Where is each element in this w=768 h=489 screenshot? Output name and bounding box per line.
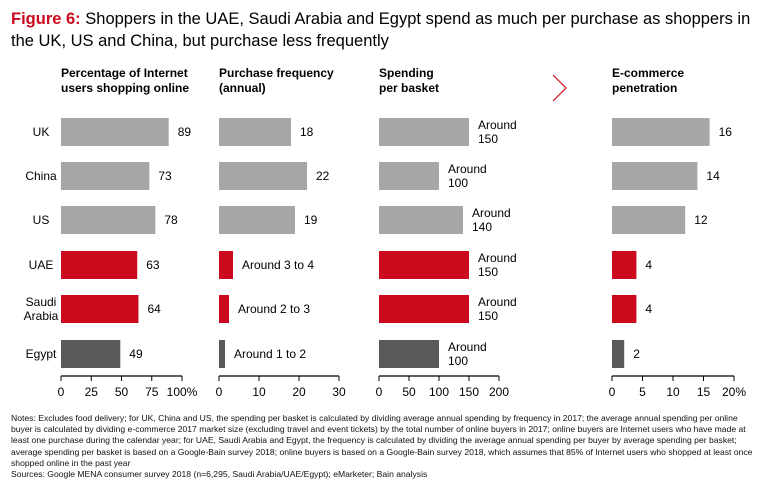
x-tick-label: 20	[292, 385, 306, 399]
bar	[219, 162, 307, 190]
bar	[379, 295, 469, 323]
category-label: UAE	[29, 258, 54, 272]
data-label: 100	[448, 176, 468, 190]
bar	[612, 295, 637, 323]
data-label: 64	[147, 302, 161, 316]
data-label: 4	[645, 258, 652, 272]
bar	[219, 295, 229, 323]
bar	[219, 118, 291, 146]
bar	[379, 162, 439, 190]
data-label: Around 3 to 4	[242, 258, 314, 272]
bar	[612, 118, 710, 146]
x-tick-label: 75	[145, 385, 159, 399]
panel-title: (annual)	[219, 81, 266, 95]
bar	[61, 251, 138, 279]
data-label: 22	[316, 169, 330, 183]
data-label: 73	[158, 169, 172, 183]
data-label: Around 1 to 2	[234, 347, 306, 361]
bar	[61, 118, 169, 146]
sources: Sources: Google MENA consumer survey 201…	[11, 469, 428, 479]
data-label: 140	[472, 220, 492, 234]
data-label: 150	[478, 132, 498, 146]
figure-title-text: Shoppers in the UAE, Saudi Arabia and Eg…	[11, 10, 751, 50]
figure-title: Figure 6: Shoppers in the UAE, Saudi Ara…	[11, 8, 761, 52]
bar	[219, 340, 225, 368]
data-label: 19	[304, 213, 318, 227]
data-label: Around	[448, 162, 487, 176]
x-tick-label: 10	[252, 385, 266, 399]
chevron-right-icon	[552, 74, 567, 102]
data-label: 14	[706, 169, 720, 183]
bar	[612, 251, 637, 279]
data-label: 100	[448, 354, 468, 368]
data-label: 63	[146, 258, 160, 272]
data-label: 78	[164, 213, 178, 227]
x-tick-label: 100	[429, 385, 449, 399]
x-tick-label: 10	[666, 385, 680, 399]
bar	[61, 162, 150, 190]
data-label: 89	[178, 125, 192, 139]
bar	[379, 340, 439, 368]
panel-title: per basket	[379, 81, 439, 95]
category-label: Egypt	[26, 347, 57, 361]
x-tick-label: 0	[609, 385, 616, 399]
bar	[612, 206, 686, 234]
data-label: Around	[448, 340, 487, 354]
bar	[219, 206, 295, 234]
x-tick-label: 15	[697, 385, 711, 399]
bar	[379, 206, 463, 234]
panel-title: users shopping online	[61, 81, 189, 95]
bar	[61, 206, 156, 234]
panel-title: Percentage of Internet	[61, 66, 188, 80]
data-label: Around	[478, 118, 517, 132]
bar	[219, 251, 233, 279]
category-label: UK	[33, 125, 50, 139]
x-tick-label: 20%	[722, 385, 746, 399]
data-label: Around 2 to 3	[238, 302, 310, 316]
bar	[612, 162, 698, 190]
data-label: 150	[478, 265, 498, 279]
x-tick-label: 30	[332, 385, 346, 399]
panel-title: Purchase frequency	[219, 66, 334, 80]
panel-title: penetration	[612, 81, 677, 95]
bar	[61, 295, 139, 323]
x-tick-label: 25	[85, 385, 99, 399]
x-tick-label: 0	[376, 385, 383, 399]
data-label: 150	[478, 309, 498, 323]
x-tick-label: 5	[639, 385, 646, 399]
figure-label: Figure 6:	[11, 10, 81, 28]
bar	[61, 340, 121, 368]
x-tick-label: 150	[459, 385, 479, 399]
bar	[612, 340, 625, 368]
data-label: 18	[300, 125, 314, 139]
notes: Notes: Excludes food delivery; for UK, C…	[11, 413, 753, 468]
panel-title: Spending	[379, 66, 434, 80]
data-label: 4	[645, 302, 652, 316]
data-label: Around	[478, 295, 517, 309]
panel-title: E-commerce	[612, 66, 684, 80]
x-tick-label: 200	[489, 385, 509, 399]
bar	[379, 118, 469, 146]
x-tick-label: 0	[216, 385, 223, 399]
data-label: 2	[633, 347, 640, 361]
category-label: Arabia	[24, 309, 59, 323]
data-label: Around	[478, 251, 517, 265]
category-label: Saudi	[26, 295, 57, 309]
data-label: 12	[694, 213, 708, 227]
data-label: 16	[719, 125, 733, 139]
category-label: China	[25, 169, 57, 183]
x-tick-label: 0	[58, 385, 65, 399]
category-label: US	[33, 213, 50, 227]
bar	[379, 251, 469, 279]
x-tick-label: 50	[115, 385, 129, 399]
data-label: Around	[472, 206, 511, 220]
x-tick-label: 50	[402, 385, 416, 399]
data-label: 49	[129, 347, 143, 361]
x-tick-label: 100%	[167, 385, 198, 399]
